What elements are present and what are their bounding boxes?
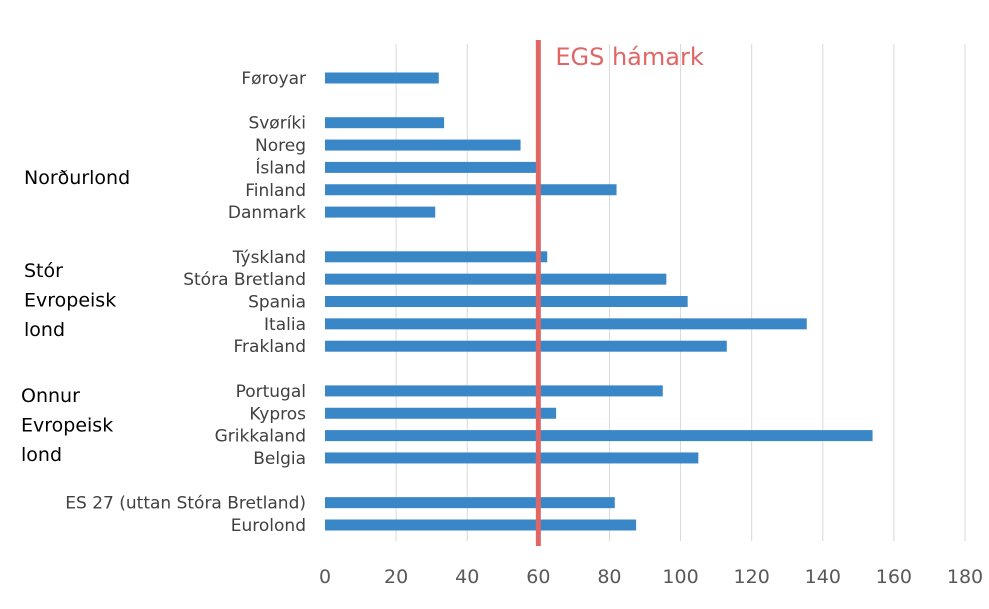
bar	[325, 206, 436, 218]
bar	[325, 385, 663, 397]
bar	[325, 72, 439, 84]
category-label: Danmark	[228, 203, 306, 223]
category-label: Eurolond	[231, 516, 306, 536]
category-label: Týskland	[232, 248, 306, 268]
category-label: Stóra Bretland	[183, 270, 306, 290]
x-tick-label: 100	[662, 566, 698, 588]
category-label: Italia	[264, 315, 306, 335]
reference-line-label: EGS hámark	[555, 43, 703, 71]
group-label: Evropeisk	[24, 290, 116, 312]
bar	[325, 407, 557, 419]
bar	[325, 251, 548, 263]
category-label: Portugal	[236, 382, 306, 402]
category-label: Frakland	[234, 337, 307, 357]
category-label: Belgia	[253, 449, 306, 469]
group-label: Norðurlond	[24, 167, 130, 189]
x-tick-label: 120	[734, 566, 770, 588]
x-tick-label: 160	[876, 566, 912, 588]
reference-line-group: EGS hámark	[535, 40, 704, 546]
bar	[325, 519, 637, 531]
group-label: lond	[21, 444, 62, 466]
x-tick-label: 40	[455, 566, 479, 588]
x-tick-label: 80	[597, 566, 621, 588]
bar	[325, 161, 539, 173]
group-label: Evropeisk	[21, 415, 113, 437]
bar	[325, 430, 873, 442]
bar	[325, 184, 617, 196]
bars	[325, 72, 873, 531]
bar	[325, 497, 615, 509]
x-tick-label: 140	[805, 566, 841, 588]
x-axis-ticks: 0 20 40 60 80 100 120 140 160 180	[319, 566, 983, 588]
bar	[325, 117, 445, 129]
bar	[325, 296, 688, 307]
bar	[325, 452, 699, 464]
group-label: Onnur	[21, 385, 80, 407]
category-label: Føroyar	[241, 69, 306, 89]
category-label: Finland	[245, 181, 306, 201]
category-label: Noreg	[255, 136, 306, 156]
x-tick-label: 0	[319, 566, 331, 588]
category-label: Spania	[248, 293, 306, 313]
bar	[325, 139, 521, 151]
x-tick-label: 60	[526, 566, 550, 588]
category-label: Kypros	[249, 404, 306, 424]
category-label: Ísland	[255, 156, 306, 178]
x-tick-label: 180	[947, 566, 983, 588]
group-labels: Norðurlond Stór Evropeisk lond Onnur Evropeis…	[21, 167, 130, 466]
category-label: Grikkaland	[215, 427, 306, 447]
bar	[325, 318, 807, 330]
category-label: Svøríki	[248, 114, 306, 134]
x-tick-label: 20	[384, 566, 408, 588]
category-label: ES 27 (uttan Stóra Bretland)	[65, 494, 306, 514]
grid-lines	[395, 44, 966, 541]
bar	[325, 340, 727, 352]
group-label: lond	[24, 319, 65, 341]
bar	[325, 273, 667, 285]
group-label: Stór	[24, 260, 63, 282]
